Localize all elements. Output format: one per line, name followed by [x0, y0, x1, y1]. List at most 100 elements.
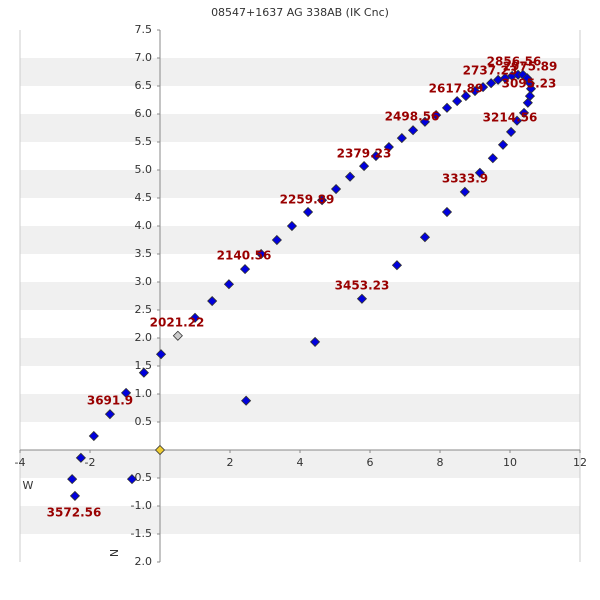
- data-point: [344, 171, 356, 182]
- y-tick-label: 0.5: [135, 415, 153, 428]
- data-point: [477, 82, 489, 93]
- x-tick-label: 2: [227, 456, 234, 469]
- y-tick-label: -1.0: [131, 499, 152, 512]
- grid-band: [20, 282, 580, 310]
- y-tick-label: -0.5: [131, 471, 152, 484]
- annotation: 3453.23: [335, 279, 390, 293]
- data-point: [497, 139, 509, 150]
- data-point: [155, 349, 167, 360]
- data-point: [441, 206, 453, 218]
- data-point: [120, 387, 132, 398]
- data-point: [452, 96, 463, 107]
- data-point: [511, 115, 523, 126]
- chart-title: 08547+1637 AG 338AB (IK Cnc): [211, 6, 389, 19]
- data-point: [104, 409, 116, 420]
- data-point: [487, 153, 498, 164]
- annotation: 2379.23: [337, 147, 392, 161]
- data-point: [69, 490, 81, 501]
- grid-band: [20, 170, 580, 198]
- data-point: [330, 183, 342, 195]
- y-axis-label: N: [108, 549, 121, 557]
- data-point: [207, 295, 218, 307]
- data-point: [75, 452, 86, 463]
- y-tick-label: 7.5: [135, 23, 153, 36]
- y-tick-label: 1.5: [135, 359, 153, 372]
- y-tick-label: 4.5: [135, 191, 153, 204]
- data-point: [469, 85, 481, 97]
- data-point: [441, 102, 453, 113]
- data-point: [358, 161, 370, 172]
- annotation: 2021.22: [150, 316, 205, 330]
- data-point: [474, 167, 485, 178]
- annotation: 2617.89: [429, 82, 484, 96]
- annotation: 3333.9: [442, 172, 488, 186]
- data-point: [271, 234, 282, 246]
- x-tick-label: 8: [437, 456, 444, 469]
- grid-band: [20, 226, 580, 254]
- grid-band: [20, 338, 580, 366]
- annotation: 3214.56: [483, 111, 538, 125]
- data-point: [241, 395, 252, 406]
- y-tick-label: 6.5: [135, 79, 153, 92]
- data-point: [67, 474, 78, 485]
- data-point: [431, 110, 442, 121]
- data-point: [522, 97, 533, 108]
- y-tick-label: 7.0: [135, 51, 153, 64]
- annotation: 3572.56: [47, 506, 102, 520]
- x-tick-label: 6: [367, 456, 374, 469]
- y-tick-label: 2.5: [135, 303, 153, 316]
- data-point: [88, 430, 99, 442]
- data-point: [419, 232, 431, 243]
- data-point: [223, 279, 235, 290]
- data-point: [126, 474, 138, 485]
- x-tick-label: -2: [85, 456, 96, 469]
- data-point: [356, 293, 368, 304]
- data-point: [302, 206, 314, 218]
- data-point: [505, 126, 517, 137]
- x-axis-label: W: [23, 479, 34, 492]
- x-tick-label: 12: [573, 456, 587, 469]
- annotation: 2856.56: [487, 55, 542, 69]
- y-tick-label: 4.0: [135, 219, 153, 232]
- x-tick-label: 10: [503, 456, 517, 469]
- grid-band: [20, 450, 580, 478]
- x-tick-label: 4: [297, 456, 304, 469]
- y-tick-label: 3.5: [135, 247, 153, 260]
- data-point: [172, 330, 183, 341]
- annotation: 2975.89: [503, 60, 558, 74]
- y-tick-label: 5.0: [135, 163, 153, 176]
- data-point: [407, 125, 419, 136]
- annotation: 3095.23: [502, 77, 557, 91]
- annotation: 3691.9: [87, 394, 133, 408]
- data-point: [518, 107, 530, 118]
- annotation: 2259.89: [280, 193, 335, 207]
- data-point: [460, 91, 471, 102]
- data-point: [286, 220, 298, 232]
- y-tick-label: 5.5: [135, 135, 153, 148]
- annotation: 2737.23: [463, 64, 518, 78]
- annotation: 2140.56: [217, 249, 272, 263]
- grid-band: [20, 114, 580, 142]
- y-tick-label: 1.0: [135, 387, 153, 400]
- data-point: [419, 116, 431, 127]
- y-tick-label: 2.0: [135, 555, 153, 568]
- data-point: [391, 260, 403, 271]
- data-point: [189, 312, 201, 323]
- y-tick-label: 6.0: [135, 107, 153, 120]
- data-point: [396, 133, 407, 144]
- annotation: 2498.56: [385, 110, 440, 124]
- y-tick-label: -1.5: [131, 527, 152, 540]
- x-tick-label: -4: [15, 456, 26, 469]
- grid-band: [20, 506, 580, 534]
- data-point: [239, 264, 251, 275]
- data-point: [486, 78, 497, 89]
- y-tick-label: 2.0: [135, 331, 153, 344]
- data-point: [316, 195, 328, 206]
- grid-band: [20, 58, 580, 86]
- data-point: [459, 186, 470, 197]
- data-point: [138, 367, 149, 378]
- grid-band: [20, 394, 580, 422]
- data-point: [370, 150, 382, 162]
- data-point: [256, 248, 267, 260]
